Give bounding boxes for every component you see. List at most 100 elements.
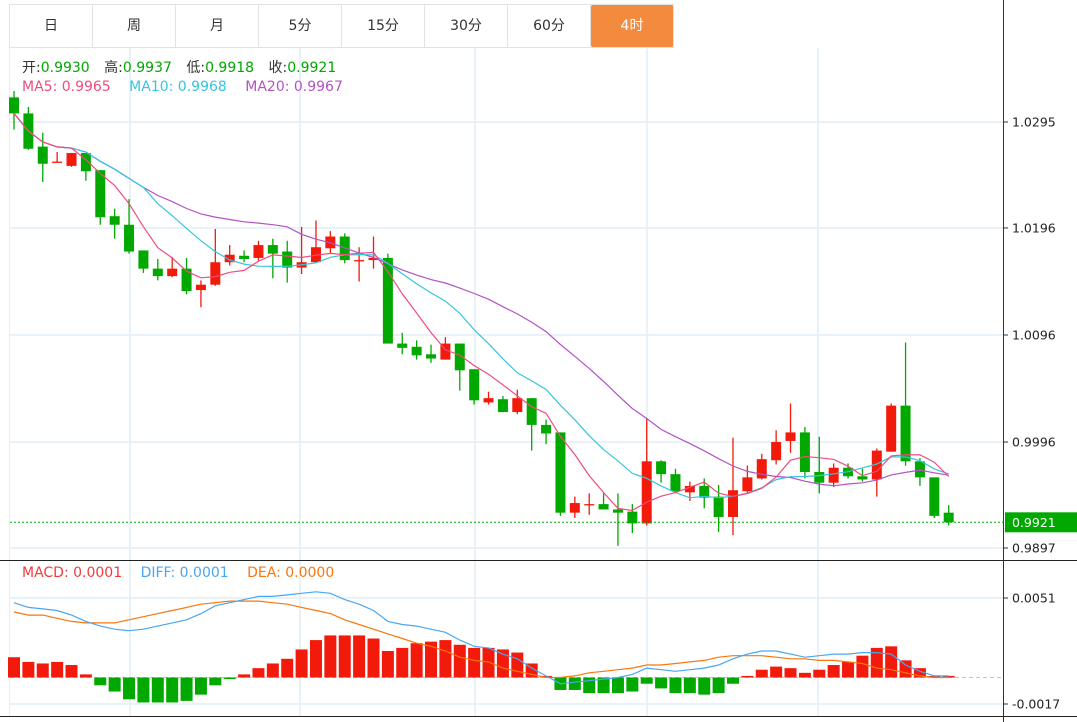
candle-body — [541, 424, 552, 434]
macd-bar — [928, 675, 941, 678]
macd-bar — [194, 677, 207, 695]
candle-body — [382, 257, 393, 344]
period-tabs: 日 周 月 5分 15分 30分 60分 4时 — [9, 4, 674, 48]
macd-bar — [655, 677, 668, 689]
candle-body — [584, 504, 595, 506]
candle — [440, 337, 451, 360]
macd-bar — [367, 638, 380, 678]
high-label: 高: — [104, 60, 123, 76]
candle-body — [282, 251, 293, 268]
candle-body — [224, 254, 235, 263]
macd-bar — [626, 677, 639, 692]
candle — [239, 250, 250, 263]
candle-body — [152, 268, 163, 277]
high-value: 0.9937 — [122, 60, 172, 76]
candle — [195, 280, 206, 308]
candle-body — [181, 268, 192, 292]
candle-body — [857, 476, 868, 480]
candle — [886, 403, 897, 452]
candle — [512, 389, 523, 415]
candle-body — [267, 245, 278, 254]
tab-week[interactable]: 周 — [93, 5, 176, 47]
candle-body — [699, 485, 710, 498]
candle-body — [483, 398, 494, 403]
macd-bar — [79, 674, 92, 678]
macd-bar — [597, 677, 610, 694]
candle-body — [167, 268, 178, 277]
ma10-value: MA10: 0.9968 — [129, 79, 227, 95]
candle — [80, 153, 91, 181]
macd-bar — [827, 665, 840, 678]
macd-bar — [381, 651, 394, 678]
tab-60min[interactable]: 60分 — [508, 5, 591, 47]
price-tick-label: 1.0295 — [1012, 115, 1056, 130]
candle-body — [943, 512, 954, 523]
ma5-value: MA5: 0.9965 — [22, 79, 111, 95]
tab-day[interactable]: 日 — [10, 5, 93, 47]
macd-bar — [439, 640, 452, 678]
macd-bar — [511, 652, 524, 678]
candle — [914, 458, 925, 486]
candle — [224, 245, 235, 266]
macd-bar — [266, 663, 279, 678]
candle — [253, 240, 264, 262]
macd-bar — [209, 677, 222, 686]
tab-5min[interactable]: 5分 — [259, 5, 342, 47]
macd-tick-label: 0.0051 — [1012, 591, 1056, 606]
tab-4hour[interactable]: 4时 — [591, 5, 674, 47]
macd-bar — [568, 677, 581, 690]
candle — [411, 340, 422, 360]
candle-body — [368, 257, 379, 261]
candle — [699, 478, 710, 509]
candle-body — [210, 262, 221, 285]
candle — [282, 240, 293, 283]
candle — [713, 484, 724, 532]
price-tick-label: 1.0196 — [1012, 220, 1056, 235]
macd-value: MACD: 0.0001 — [22, 565, 123, 581]
candle-body — [138, 250, 149, 269]
candle-body — [728, 490, 738, 517]
candle — [483, 391, 494, 405]
candle — [95, 170, 106, 225]
candle-body — [886, 405, 897, 452]
candle-body — [195, 284, 206, 291]
tab-30min[interactable]: 30分 — [425, 5, 508, 47]
candle — [569, 496, 580, 519]
candle — [469, 369, 480, 405]
candle — [871, 448, 882, 497]
macd-bar — [755, 669, 768, 678]
candle-body — [756, 459, 767, 479]
macd-bar — [238, 674, 251, 678]
candle — [124, 199, 135, 254]
macd-tick-label: -0.0017 — [1012, 697, 1060, 712]
candle-body — [914, 461, 925, 478]
macd-bar — [798, 672, 811, 678]
candle-body — [641, 461, 652, 524]
macd-bar — [309, 640, 322, 678]
tab-month[interactable]: 月 — [176, 5, 259, 47]
candle — [900, 342, 911, 466]
macd-bar — [223, 677, 236, 680]
ma5-line — [13, 113, 950, 512]
low-value: 0.9918 — [205, 60, 255, 76]
macd-bar — [338, 635, 351, 678]
macd-bar — [496, 649, 509, 678]
macd-bar — [324, 635, 337, 678]
price-tick-label: 0.9897 — [1012, 541, 1056, 556]
candle — [929, 477, 940, 519]
price-tick-label: 1.0096 — [1012, 328, 1056, 343]
candle-body — [426, 354, 437, 359]
candle — [52, 151, 63, 163]
candle — [598, 493, 609, 510]
dea-line — [13, 600, 949, 679]
candle-body — [397, 343, 408, 348]
candle-body — [469, 369, 480, 401]
candle-body — [239, 255, 250, 260]
candle-body — [670, 474, 681, 492]
candle — [426, 344, 437, 363]
candle-body — [124, 224, 135, 252]
macd-bar — [453, 644, 466, 678]
dea-value: DEA: 0.0000 — [247, 565, 335, 581]
tab-15min[interactable]: 15分 — [342, 5, 425, 47]
